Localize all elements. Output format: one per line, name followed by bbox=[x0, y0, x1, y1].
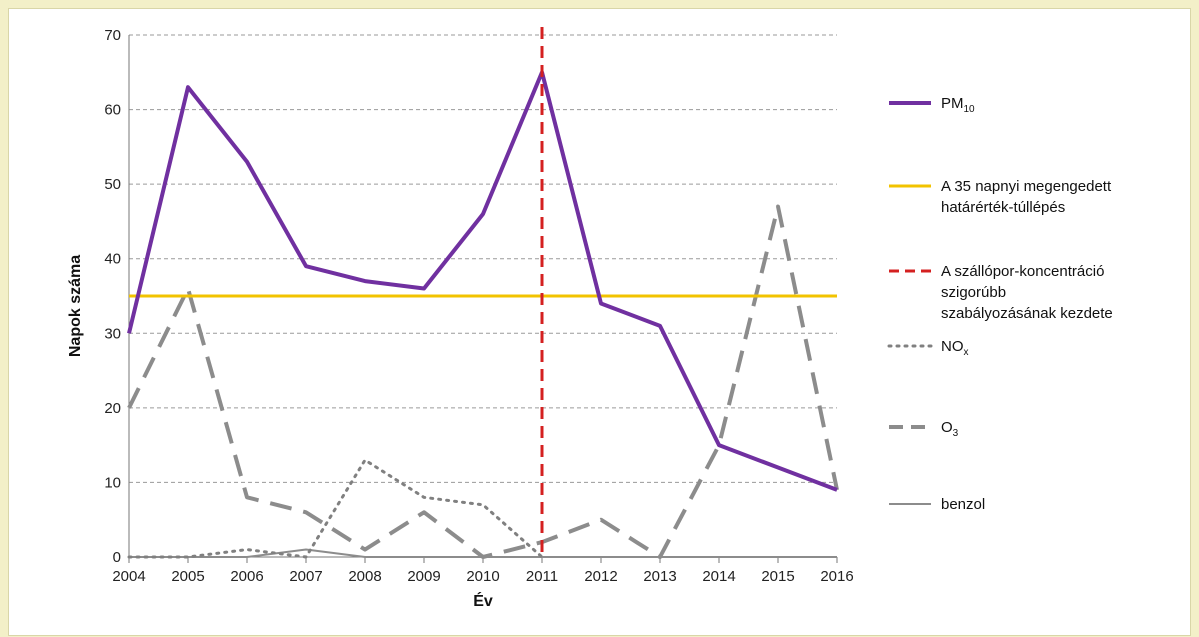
x-tick-label: 2011 bbox=[526, 568, 558, 585]
x-tick-label: 2005 bbox=[171, 568, 204, 585]
y-axis-title: Napok száma bbox=[67, 255, 84, 357]
x-tick-label: 2014 bbox=[702, 568, 735, 585]
legend-label-subscript: 10 bbox=[964, 104, 976, 115]
y-tick-label: 60 bbox=[104, 102, 121, 119]
legend-label-main: benzol bbox=[941, 496, 985, 513]
legend-label: NOx bbox=[941, 338, 969, 358]
series-group bbox=[127, 27, 839, 559]
gridlines bbox=[129, 34, 837, 483]
x-tick-label: 2016 bbox=[820, 568, 853, 585]
axes: 0 10 20 30 40 50 60 70 2004 2005 2006 2007 2008 2009 2… bbox=[104, 27, 853, 585]
legend-label-subscript: 3 bbox=[953, 428, 959, 439]
legend-label: PM10 bbox=[941, 95, 975, 115]
x-tick-label: 2013 bbox=[643, 568, 676, 585]
y-tick-label: 70 bbox=[104, 27, 121, 44]
legend-label: benzol bbox=[941, 496, 985, 513]
y-tick-label: 10 bbox=[104, 474, 121, 491]
y-tick-label: 0 bbox=[113, 549, 121, 566]
chart-frame: 0 10 20 30 40 50 60 70 2004 2005 2006 2007 2008 2009 2… bbox=[8, 8, 1191, 636]
legend-label-line: A szállópor-koncentráció bbox=[941, 263, 1104, 280]
y-tick-label: 40 bbox=[104, 251, 121, 268]
x-tick-label: 2007 bbox=[289, 568, 322, 585]
x-tick-label: 2008 bbox=[348, 568, 381, 585]
legend-label-line: A 35 napnyi megengedett bbox=[941, 178, 1112, 195]
x-tick-label: 2009 bbox=[407, 568, 440, 585]
y-tick-label: 50 bbox=[104, 176, 121, 193]
legend-label-line: szigorúbb bbox=[941, 284, 1006, 301]
legend-label-main: O bbox=[941, 419, 953, 436]
legend-label-subscript: x bbox=[964, 347, 969, 358]
legend-label-line: szabályozásának kezdete bbox=[941, 305, 1113, 322]
x-tick-label: 2015 bbox=[761, 568, 794, 585]
legend-label: O3 bbox=[941, 419, 959, 439]
y-tick-label: 20 bbox=[104, 400, 121, 417]
x-axis-title: Év bbox=[473, 591, 493, 610]
legend-label-line: határérték-túllépés bbox=[941, 199, 1065, 216]
series-line-pm10 bbox=[127, 70, 838, 492]
x-tick-label: 2012 bbox=[584, 568, 617, 585]
legend: PM10 A 35 napnyi megengedett határérték-tú… bbox=[887, 95, 1113, 513]
line-chart: 0 10 20 30 40 50 60 70 2004 2005 2006 2007 2008 2009 2… bbox=[67, 27, 1113, 610]
series-line-nox bbox=[127, 458, 544, 559]
legend-label-main: PM bbox=[941, 95, 964, 112]
legend-label-main: NO bbox=[941, 338, 964, 355]
y-tick-label: 30 bbox=[104, 325, 121, 342]
x-tick-label: 2010 bbox=[466, 568, 499, 585]
x-tick-label: 2004 bbox=[112, 568, 145, 585]
series-line-o3 bbox=[127, 204, 839, 559]
x-tick-label: 2006 bbox=[230, 568, 263, 585]
